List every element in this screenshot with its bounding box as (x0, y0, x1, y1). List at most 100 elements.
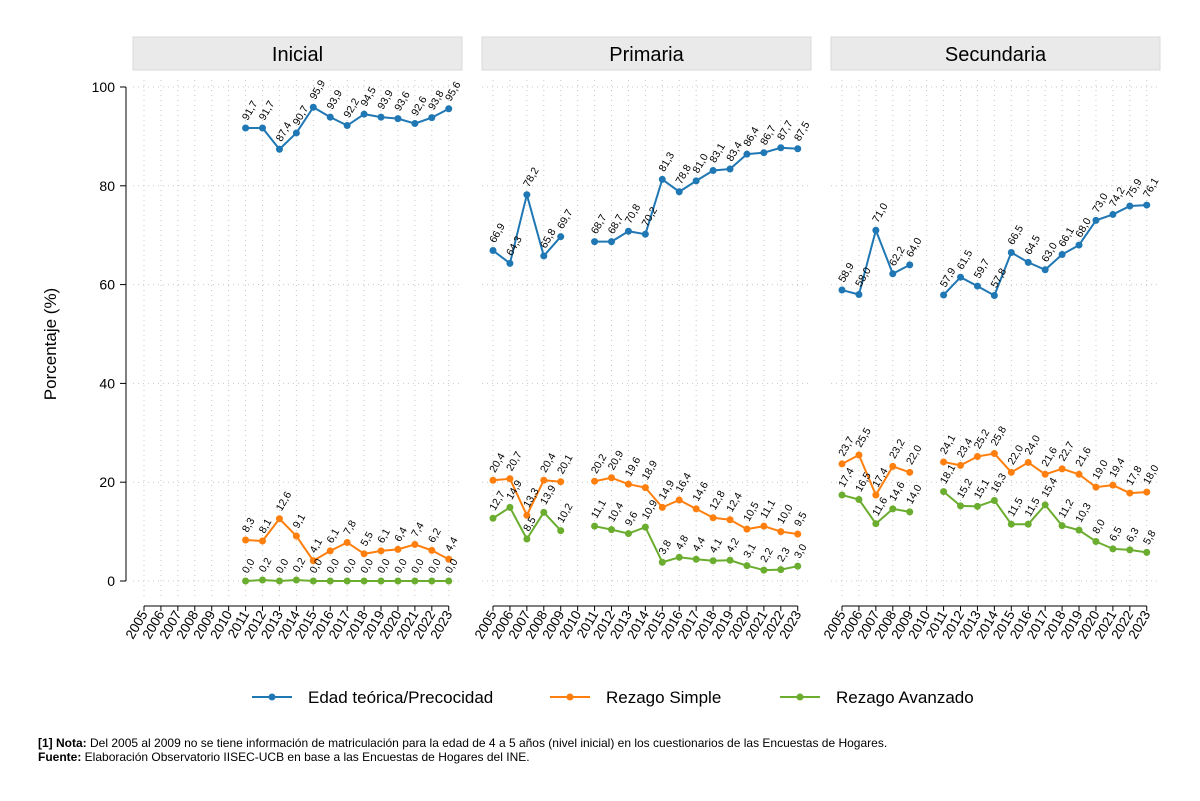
data-label: 91,7 (257, 99, 278, 123)
legend-item: Rezago Avanzado (780, 688, 974, 707)
data-label: 5,5 (358, 530, 376, 549)
data-label: 14,6 (690, 480, 711, 504)
data-point (343, 122, 351, 130)
data-point (624, 530, 632, 538)
data-label: 66,5 (1006, 223, 1027, 247)
data-point (760, 566, 768, 574)
data-point (377, 577, 385, 585)
data-point (957, 502, 965, 510)
data-label: 8,3 (240, 516, 258, 535)
data-label: 83,1 (707, 141, 728, 165)
panel-title: Primaria (609, 44, 684, 66)
data-point (540, 252, 548, 260)
data-point (692, 505, 700, 513)
data-point (1109, 210, 1117, 218)
data-point (872, 226, 880, 234)
data-label: 2,3 (775, 545, 793, 564)
data-point (990, 496, 998, 504)
source-text: Elaboración Observatorio IISEC-UCB en ba… (81, 750, 530, 764)
data-point (489, 247, 497, 255)
panel-strip (481, 36, 812, 71)
data-label: 78,8 (673, 162, 694, 186)
note-line: [1] Nota: Del 2005 al 2009 no se tiene i… (38, 736, 887, 750)
data-label: 16,4 (673, 471, 694, 495)
data-label: 23,2 (887, 437, 908, 461)
data-label: 95,9 (308, 78, 329, 102)
data-label: 87,4 (274, 120, 295, 144)
data-point (889, 270, 897, 278)
data-label: 74,2 (1107, 185, 1128, 209)
data-label: 64,3 (504, 234, 525, 258)
data-point (292, 532, 300, 540)
data-point (641, 230, 649, 238)
data-point (760, 149, 768, 157)
data-label: 0,0 (426, 557, 444, 576)
data-point (275, 577, 283, 585)
data-point (309, 557, 317, 565)
data-point (990, 291, 998, 299)
data-point (709, 166, 717, 174)
data-label: 6,4 (392, 525, 410, 544)
data-point (394, 545, 402, 553)
data-label: 59,7 (972, 257, 993, 281)
data-point (641, 523, 649, 531)
data-label: 57,9 (938, 266, 959, 290)
y-axis-label: Porcentaje (%) (41, 288, 60, 400)
series-edad-te-rica-precocidad: 66,964,378,265,869,7 68,768,770,870,281,3… (487, 118, 813, 267)
data-label: 15,2 (955, 477, 976, 501)
data-label: 4,4 (443, 535, 461, 554)
data-label: 7,8 (341, 518, 359, 537)
data-label: 0,0 (375, 557, 393, 576)
data-point (872, 520, 880, 528)
data-point (523, 191, 531, 199)
legend-item: Rezago Simple (550, 688, 721, 707)
data-point (242, 577, 250, 585)
data-label: 87,5 (792, 119, 813, 143)
data-point (411, 577, 419, 585)
data-point (658, 558, 666, 566)
data-point (777, 144, 785, 152)
data-point (658, 175, 666, 183)
data-point (1075, 241, 1083, 249)
data-point (709, 514, 717, 522)
panel-inicial: Inicial200520062007200820092010201120122… (123, 36, 464, 642)
data-point (591, 522, 599, 530)
data-label: 10,3 (1073, 501, 1094, 525)
data-point (1041, 470, 1049, 478)
data-label: 0,0 (240, 557, 258, 576)
data-label: 4,8 (673, 533, 691, 552)
data-point (658, 503, 666, 511)
data-point (1007, 468, 1015, 476)
data-label: 17,4 (870, 466, 891, 490)
data-label: 3,0 (792, 542, 810, 561)
data-label: 86,4 (741, 125, 762, 149)
data-label: 20,4 (487, 451, 508, 475)
data-point (343, 577, 351, 585)
data-point (1143, 201, 1151, 209)
data-point (523, 535, 531, 543)
data-point (794, 562, 802, 570)
data-point (855, 495, 863, 503)
data-label: 0,0 (358, 557, 376, 576)
data-label: 6,2 (426, 526, 444, 545)
data-label: 23,7 (836, 435, 857, 459)
data-point (726, 516, 734, 524)
data-label: 57,8 (989, 266, 1010, 290)
legend-marker (268, 693, 276, 701)
data-point (242, 536, 250, 544)
data-label: 4,4 (690, 535, 708, 554)
data-label: 75,9 (1124, 177, 1145, 201)
data-point (591, 238, 599, 246)
data-label: 61,5 (955, 248, 976, 272)
data-point (726, 165, 734, 173)
data-label: 8,0 (1090, 517, 1108, 536)
data-label: 93,9 (324, 88, 345, 112)
data-label: 58,0 (853, 265, 874, 289)
data-point (608, 238, 616, 246)
data-point (794, 530, 802, 538)
data-point (1092, 537, 1100, 545)
data-label: 12,4 (724, 490, 745, 514)
y-tick-label: 40 (99, 375, 115, 391)
data-point (957, 273, 965, 281)
data-point (557, 527, 565, 535)
